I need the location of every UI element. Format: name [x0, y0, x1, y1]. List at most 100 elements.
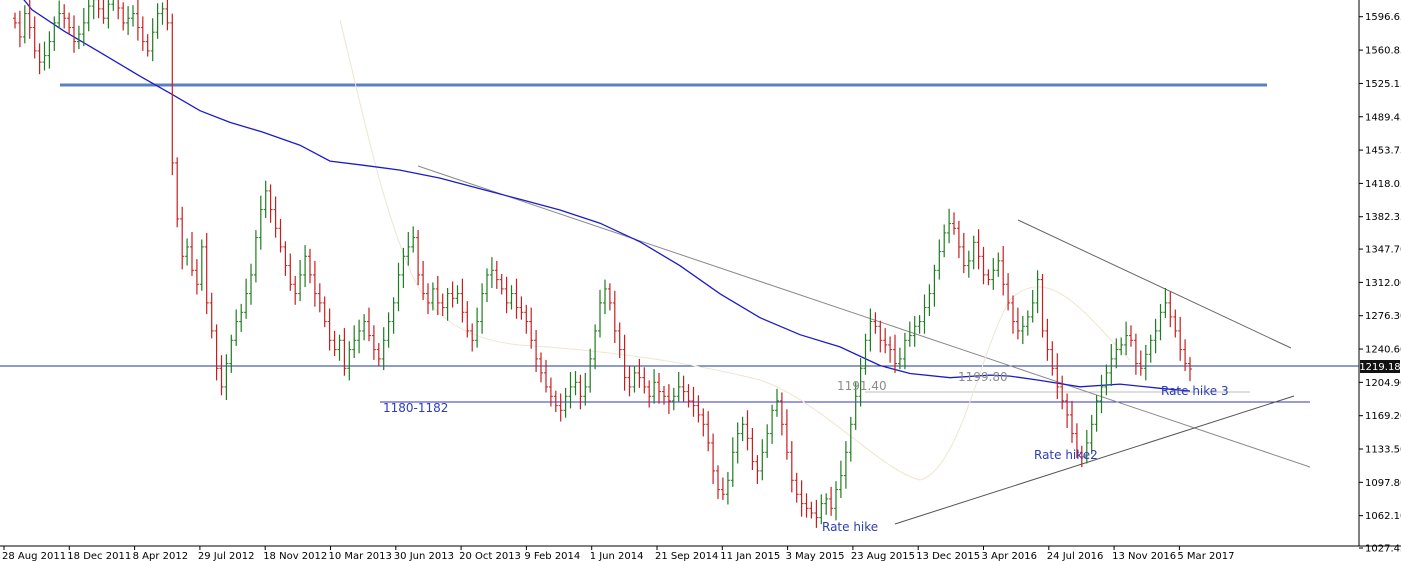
ohlc-bar	[1001, 246, 1006, 296]
ohlc-bar	[814, 499, 819, 528]
ohlc-bar	[848, 416, 853, 462]
ohlc-bar	[117, 0, 121, 20]
ohlc-bar	[1133, 333, 1138, 375]
ohlc-bar	[1015, 307, 1020, 340]
ohlc-bar	[234, 309, 239, 346]
descending-trendline-long	[417, 165, 1311, 468]
ohlc-bar	[544, 359, 548, 393]
ohlc-bar	[612, 290, 617, 344]
ohlc-bar	[185, 238, 190, 266]
ohlc-bar	[598, 289, 602, 338]
ohlc-bar	[863, 333, 868, 375]
ohlc-bar	[204, 232, 209, 315]
ohlc-bar	[922, 294, 927, 334]
ohlc-bar	[381, 327, 386, 371]
ohlc-bar	[475, 307, 480, 348]
ohlc-bar	[327, 308, 332, 351]
ohlc-bar	[140, 16, 145, 51]
ohlc-bar	[1148, 334, 1153, 363]
ohlc-bar	[111, 0, 114, 11]
x-tick-label: 13 Nov 2016	[1112, 551, 1176, 561]
ohlc-bar	[1183, 339, 1188, 372]
y-tick-label: 1489.45	[1365, 112, 1401, 123]
ohlc-bar	[1114, 338, 1119, 369]
ohlc-bar	[450, 281, 455, 308]
ohlc-bar	[494, 260, 499, 289]
annotation-rate-hike-2: Rate hike2	[1034, 448, 1098, 462]
ohlc-bar	[480, 283, 485, 334]
ohlc-bar	[401, 247, 406, 288]
ohlc-bar	[662, 386, 666, 405]
ohlc-bar	[91, 0, 96, 20]
ohlc-bar	[868, 308, 873, 352]
ohlc-bar	[190, 232, 194, 276]
ohlc-bar	[834, 481, 838, 521]
ohlc-bar	[332, 330, 337, 357]
ohlc-bar	[642, 367, 647, 394]
y-tick-label: 1525.15	[1365, 79, 1401, 90]
ohlc-bar	[135, 0, 140, 41]
ohlc-bar	[47, 31, 52, 69]
ohlc-bar	[681, 375, 686, 402]
ohlc-bar	[760, 439, 765, 481]
ohlc-bar	[57, 0, 62, 29]
ohlc-bar	[524, 304, 529, 334]
ohlc-bar	[22, 5, 27, 44]
x-tick-label: 24 Jul 2016	[1047, 551, 1104, 561]
ohlc-bar	[465, 301, 470, 338]
y-tick-label: 1204.90	[1365, 378, 1401, 389]
x-tick-label: 3 May 2015	[786, 551, 845, 561]
ohlc-bar	[804, 493, 809, 518]
ohlc-bar	[121, 2, 126, 31]
ohlc-bar	[878, 320, 883, 353]
x-tick-label: 11 Jan 2015	[720, 551, 780, 561]
ohlc-bar	[794, 472, 799, 503]
ohlc-bar	[283, 241, 288, 276]
ohlc-bar	[396, 262, 401, 312]
ohlc-bar	[445, 288, 450, 321]
ohlc-bar	[548, 377, 553, 407]
ohlc-bar	[750, 428, 755, 470]
ohlc-bar	[888, 336, 893, 363]
x-tick-label: 18 Nov 2012	[263, 551, 327, 561]
ohlc-bar	[603, 279, 607, 315]
ohlc-bar	[440, 293, 445, 316]
ohlc-bar	[912, 316, 917, 347]
ohlc-bar	[691, 386, 696, 417]
ohlc-bar	[1188, 357, 1192, 382]
ohlc-bar	[966, 250, 971, 278]
ohlc-bar	[165, 0, 170, 31]
ohlc-bar	[308, 248, 312, 284]
ohlc-bar	[1055, 353, 1060, 400]
ohlc-bar	[1119, 337, 1124, 356]
ohlc-bar	[317, 283, 322, 313]
ohlc-bar	[288, 253, 293, 291]
ohlc-bar	[27, 0, 32, 39]
y-tick-label: 1240.60	[1365, 345, 1401, 356]
ohlc-bar	[539, 352, 543, 383]
y-tick-label: 1596.65	[1365, 12, 1401, 23]
ohlc-bar	[937, 239, 942, 280]
descending-trendline-short	[1017, 219, 1292, 349]
ohlc-bar	[853, 382, 858, 430]
ohlc-bar	[858, 358, 863, 407]
ohlc-bar	[42, 41, 47, 71]
ohlc-bar	[170, 13, 175, 176]
x-tick-label: 3 Apr 2016	[982, 551, 1037, 561]
ohlc-bar	[430, 282, 435, 311]
ohlc-bar	[268, 184, 273, 223]
ohlc-bar	[593, 324, 598, 370]
faint-curve	[339, 19, 1131, 481]
ohlc-bar	[96, 0, 101, 19]
ohlc-bar	[1138, 350, 1143, 376]
ohlc-bar	[1099, 374, 1104, 414]
ohlc-bar	[809, 501, 814, 519]
ohlc-bar	[180, 206, 185, 270]
ohlc-bar	[740, 416, 745, 442]
y-tick-label: 1133.50	[1365, 445, 1401, 456]
y-tick-label: 1276.30	[1365, 311, 1401, 322]
annotation-level-1191: 1191.40	[837, 379, 887, 393]
ohlc-bar	[1173, 309, 1178, 338]
ohlc-bar	[1060, 375, 1065, 410]
ohlc-bar	[406, 232, 411, 266]
